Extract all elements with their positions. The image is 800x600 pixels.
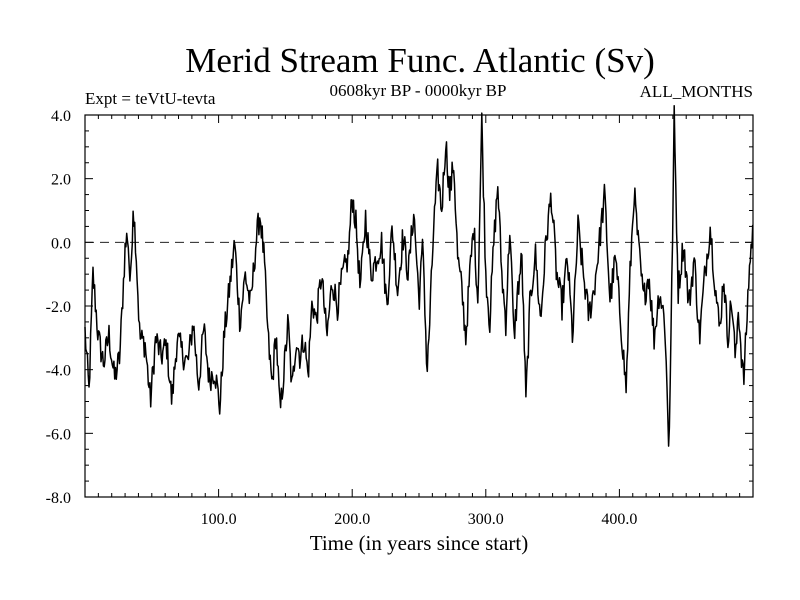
x-tick-label: 200.0 [334, 511, 370, 528]
axis-ticks: 100.0 200.0 300.0 400.0 4.0 2.0 0.0 -2.0 -4.0 -6.… [46, 108, 753, 528]
series-line [84, 104, 754, 447]
plot-area [84, 104, 754, 498]
x-axis-label: Time (in years since start) [310, 531, 529, 555]
y-tick-label: -2.0 [46, 299, 71, 316]
y-tick-label: -4.0 [46, 363, 71, 380]
y-tick-label: 4.0 [51, 108, 71, 125]
chart-title: Merid Stream Func. Atlantic (Sv) [185, 41, 655, 80]
y-tick-label: 2.0 [51, 172, 71, 189]
y-tick-label: -8.0 [46, 490, 71, 507]
x-tick-label: 100.0 [201, 511, 237, 528]
x-tick-label: 300.0 [468, 511, 504, 528]
time-range-label: 0608kyr BP - 0000kyr BP [330, 81, 507, 100]
y-tick-label: -6.0 [46, 426, 71, 443]
months-label: ALL_MONTHS [640, 82, 753, 101]
experiment-label: Expt = teVtU-tevta [85, 89, 216, 108]
x-tick-label: 400.0 [601, 511, 637, 528]
y-tick-label: 0.0 [51, 235, 71, 252]
